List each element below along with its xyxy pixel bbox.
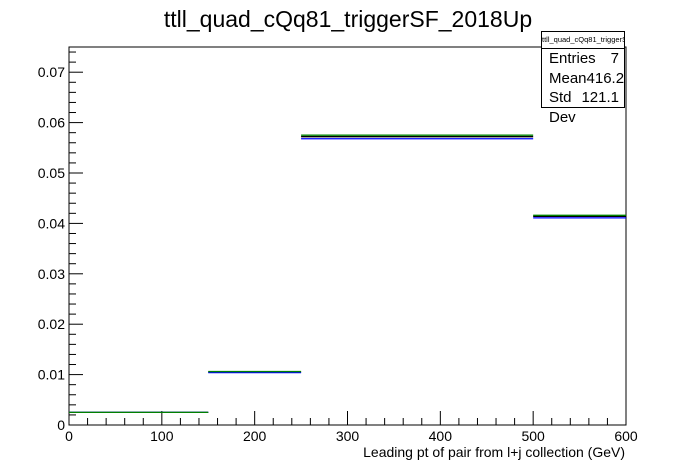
y-tick-label: 0.07 bbox=[38, 64, 65, 80]
x-tick-label: 300 bbox=[336, 428, 360, 444]
stats-stddev-value: 121.1 bbox=[581, 89, 619, 106]
stats-entries-label: Entries bbox=[549, 50, 596, 67]
x-tick-label: 100 bbox=[150, 428, 174, 444]
x-tick-label: 500 bbox=[521, 428, 545, 444]
stats-mean-row: Mean 416.2 bbox=[542, 69, 624, 89]
stats-mean-label: Mean bbox=[549, 69, 587, 87]
stats-entries-value: 7 bbox=[610, 50, 619, 67]
x-tick-label: 200 bbox=[243, 428, 267, 444]
stats-stddev-label: Std Dev bbox=[549, 89, 576, 126]
y-tick-label: 0.03 bbox=[38, 266, 65, 282]
series-1 bbox=[69, 138, 626, 414]
chart-title: ttll_quad_cQq81_triggerSF_2018Up bbox=[164, 6, 532, 32]
y-tick-label: 0.01 bbox=[38, 367, 65, 383]
series-group bbox=[69, 134, 626, 414]
series-0 bbox=[69, 136, 626, 414]
y-tick-label: 0.04 bbox=[38, 215, 65, 231]
x-tick-label: 600 bbox=[614, 428, 638, 444]
x-axis-label: Leading pt of pair from l+j collection (… bbox=[363, 444, 625, 460]
x-tick-label: 0 bbox=[65, 428, 73, 444]
stats-stddev-row: Std Dev 121.1 bbox=[542, 88, 624, 126]
x-axis-ticks: 0 100 200 300 400 500 600 bbox=[65, 411, 638, 444]
y-axis-ticks: 0 0.01 0.02 0.03 0.04 0.05 0.06 0.07 bbox=[38, 51, 83, 433]
y-tick-label: 0.02 bbox=[38, 316, 65, 332]
stats-mean-value: 416.2 bbox=[586, 69, 625, 87]
stats-entries-row: Entries 7 bbox=[542, 49, 624, 69]
y-tick-label: 0.05 bbox=[38, 165, 65, 181]
stats-box: ttll_quad_cQq81_triggerSF_2018Up Entries… bbox=[541, 31, 625, 126]
series-2 bbox=[69, 134, 626, 414]
x-tick-label: 400 bbox=[429, 428, 453, 444]
y-tick-label: 0 bbox=[57, 417, 65, 433]
y-tick-label: 0.06 bbox=[38, 115, 65, 131]
stats-title: ttll_quad_cQq81_triggerSF_2018Up bbox=[542, 32, 624, 49]
